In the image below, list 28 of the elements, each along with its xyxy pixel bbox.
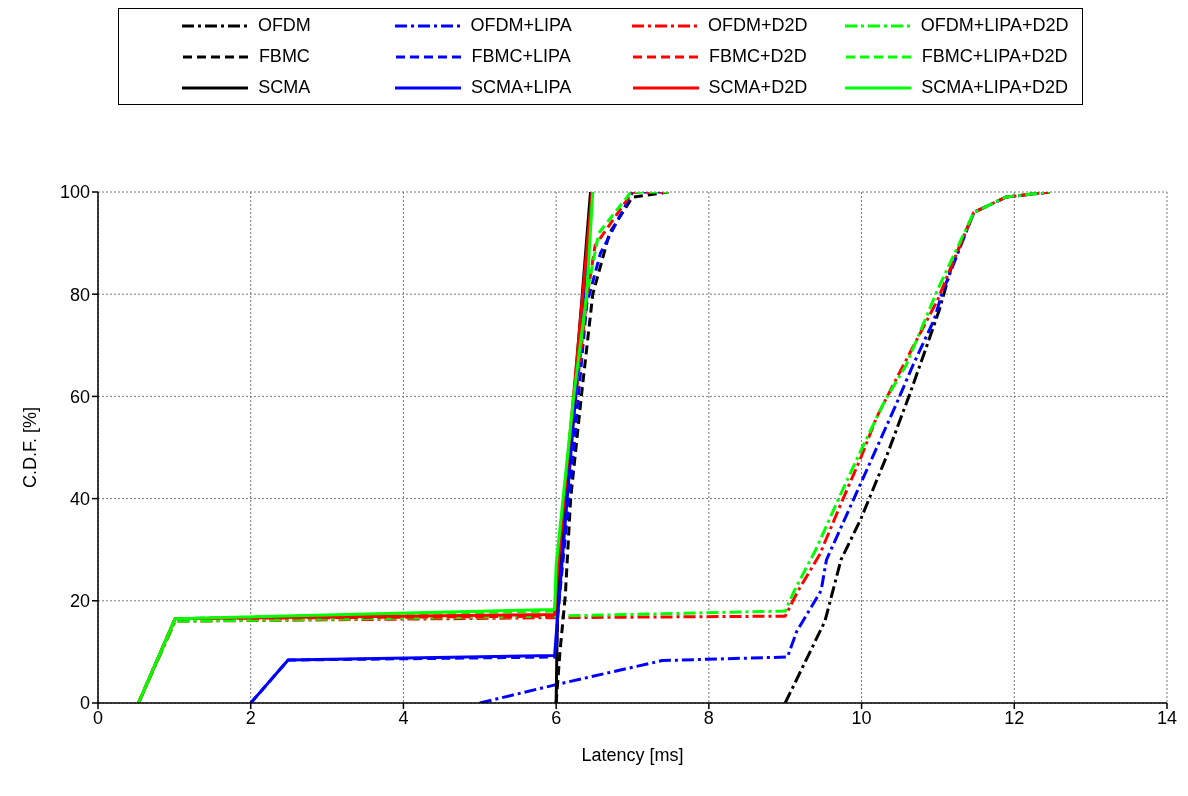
x-tick-label: 0 xyxy=(92,707,104,728)
x-tick-label: 14 xyxy=(1156,707,1178,728)
legend-label: FBMC+LIPA xyxy=(471,46,571,67)
x-tick-label: 6 xyxy=(551,707,562,728)
y-tick-label: 60 xyxy=(69,386,90,407)
x-tick-label: 8 xyxy=(703,707,714,728)
x-tick-label: 10 xyxy=(851,707,872,728)
x-tick-label: 2 xyxy=(245,707,256,728)
legend-label: FBMC+LIPA+D2D xyxy=(921,46,1068,67)
legend-label: OFDM xyxy=(257,15,311,36)
y-tick-label: 0 xyxy=(79,693,90,714)
y-tick-label: 100 xyxy=(59,182,90,203)
legend-label: OFDM+LIPA+D2D xyxy=(920,15,1069,36)
legend-label: SCMA+LIPA+D2D xyxy=(921,77,1068,98)
y-axis-title: C.D.F. [%] xyxy=(20,406,41,489)
x-tick-label: 4 xyxy=(398,707,409,728)
legend-label: SCMA+D2D xyxy=(708,77,808,98)
legend-label: FBMC xyxy=(258,46,310,67)
legend-label: FBMC+D2D xyxy=(709,46,807,67)
x-tick-label: 12 xyxy=(1004,707,1025,728)
y-tick-label: 20 xyxy=(69,591,90,612)
legend-label: SCMA+LIPA xyxy=(471,77,572,98)
x-axis-title: Latency [ms] xyxy=(581,745,684,765)
legend-label: SCMA xyxy=(258,77,311,98)
y-tick-label: 40 xyxy=(69,488,90,509)
legend-label: OFDM+D2D xyxy=(708,15,808,36)
legend-label: OFDM+LIPA xyxy=(470,15,572,36)
y-tick-label: 80 xyxy=(69,284,90,305)
